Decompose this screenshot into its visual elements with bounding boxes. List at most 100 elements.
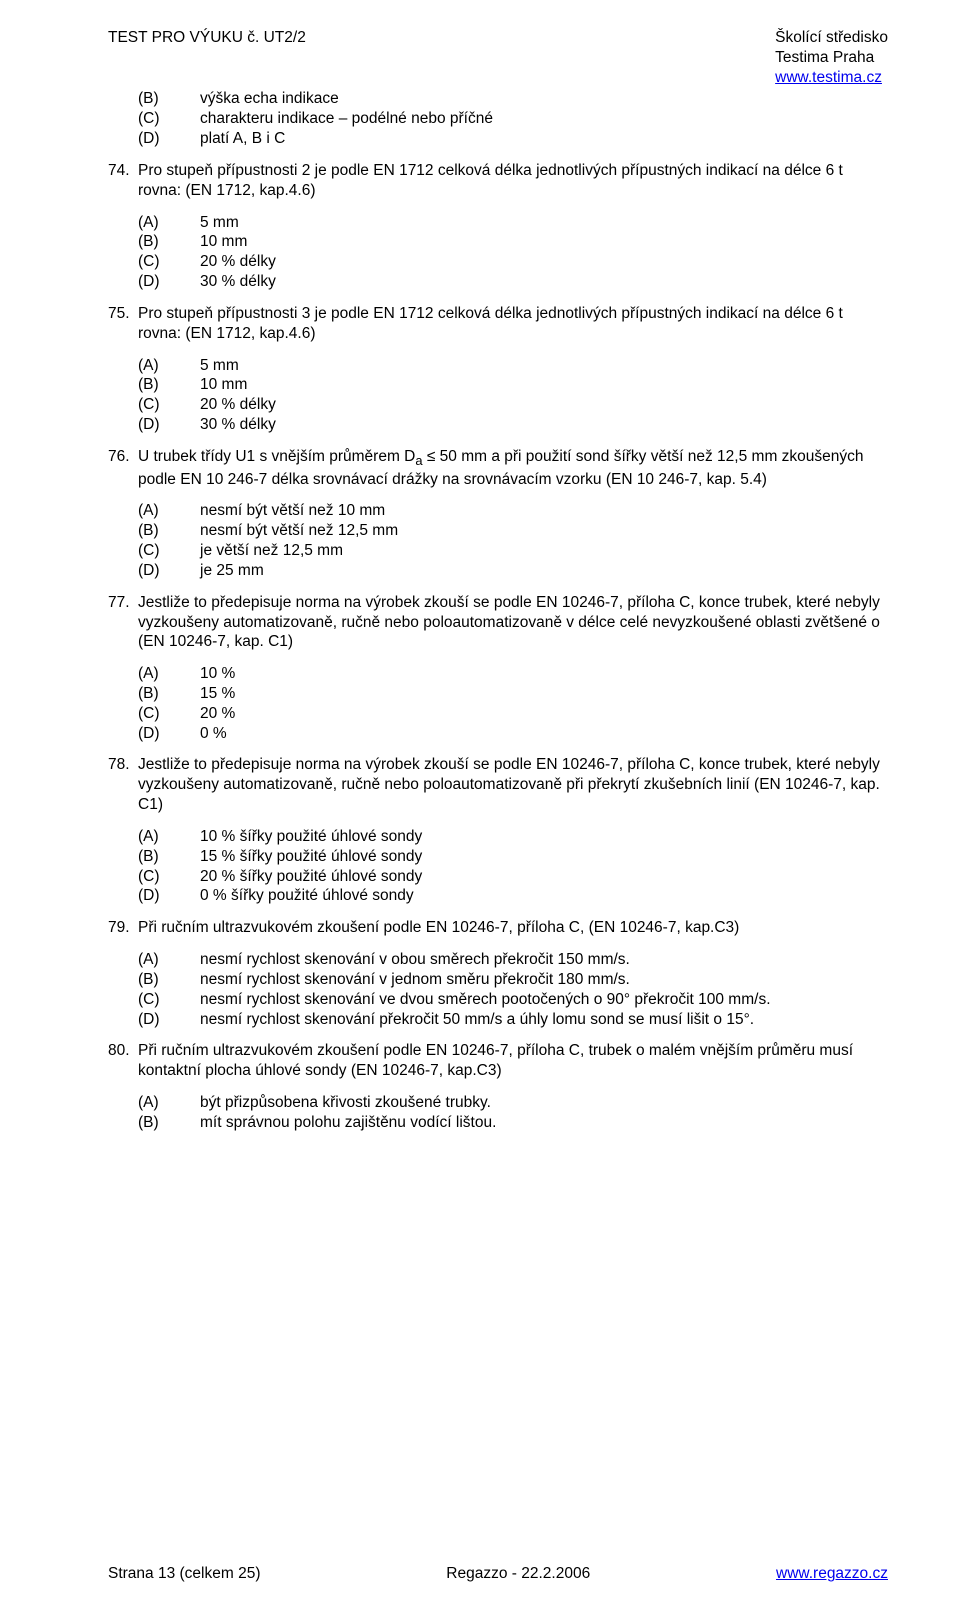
question-text: U trubek třídy U1 s vnějším průměrem Da … bbox=[138, 447, 888, 489]
option-d: (D)0 % šířky použité úhlové sondy bbox=[138, 886, 888, 906]
option-label: (A) bbox=[138, 664, 200, 684]
option-b: (B)10 mm bbox=[138, 232, 888, 252]
header-org-1: Školící středisko bbox=[775, 28, 888, 48]
option-label: (D) bbox=[138, 886, 200, 906]
option-d: (D)30 % délky bbox=[138, 272, 888, 292]
question-number: 80. bbox=[108, 1041, 138, 1081]
option-label: (B) bbox=[138, 1113, 200, 1133]
option-c: (C) charakteru indikace – podélné nebo p… bbox=[138, 109, 888, 129]
option-a: (A)5 mm bbox=[138, 213, 888, 233]
option-text: 20 % šířky použité úhlové sondy bbox=[200, 867, 888, 887]
question-number: 75. bbox=[108, 304, 138, 344]
option-label: (C) bbox=[138, 541, 200, 561]
option-label: (B) bbox=[138, 847, 200, 867]
option-label: (A) bbox=[138, 1093, 200, 1113]
option-label: (D) bbox=[138, 129, 200, 149]
option-c: (C)je větší než 12,5 mm bbox=[138, 541, 888, 561]
option-text: je větší než 12,5 mm bbox=[200, 541, 888, 561]
option-b: (B)nesmí rychlost skenování v jednom smě… bbox=[138, 970, 888, 990]
question-number: 74. bbox=[108, 161, 138, 201]
option-text: platí A, B i C bbox=[200, 129, 888, 149]
header-url[interactable]: www.testima.cz bbox=[775, 68, 888, 88]
question-number: 76. bbox=[108, 447, 138, 489]
question-77: 77. Jestliže to předepisuje norma na výr… bbox=[108, 593, 888, 652]
question-78: 78. Jestliže to předepisuje norma na výr… bbox=[108, 755, 888, 814]
option-label: (D) bbox=[138, 561, 200, 581]
option-a: (A)nesmí být větší než 10 mm bbox=[138, 501, 888, 521]
option-text: 10 mm bbox=[200, 232, 888, 252]
option-label: (C) bbox=[138, 395, 200, 415]
option-a: (A)10 % šířky použité úhlové sondy bbox=[138, 827, 888, 847]
option-c: (C)20 % délky bbox=[138, 252, 888, 272]
option-text: nesmí být větší než 12,5 mm bbox=[200, 521, 888, 541]
option-label: (A) bbox=[138, 213, 200, 233]
option-text: výška echa indikace bbox=[200, 89, 888, 109]
option-label: (A) bbox=[138, 827, 200, 847]
option-d: (D)nesmí rychlost skenování překročit 50… bbox=[138, 1010, 888, 1030]
option-text: 15 % šířky použité úhlové sondy bbox=[200, 847, 888, 867]
question-text: Při ručním ultrazvukovém zkoušení podle … bbox=[138, 918, 888, 938]
option-d: (D)je 25 mm bbox=[138, 561, 888, 581]
option-text: nesmí rychlost skenování ve dvou směrech… bbox=[200, 990, 888, 1010]
option-b: (B)mít správnou polohu zajištěnu vodící … bbox=[138, 1113, 888, 1133]
option-label: (C) bbox=[138, 867, 200, 887]
option-text: nesmí rychlost skenování v obou směrech … bbox=[200, 950, 888, 970]
pre-question-options: (B) výška echa indikace (C) charakteru i… bbox=[108, 89, 888, 148]
option-b: (B)10 mm bbox=[138, 375, 888, 395]
question-text: Jestliže to předepisuje norma na výrobek… bbox=[138, 593, 888, 652]
question-75: 75. Pro stupeň přípustnosti 3 je podle E… bbox=[108, 304, 888, 344]
option-text: 20 % délky bbox=[200, 252, 888, 272]
option-label: (D) bbox=[138, 1010, 200, 1030]
option-text: 10 mm bbox=[200, 375, 888, 395]
question-80: 80. Při ručním ultrazvukovém zkoušení po… bbox=[108, 1041, 888, 1081]
page-header: TEST PRO VÝUKU č. UT2/2 Školící středisk… bbox=[108, 28, 888, 87]
option-label: (B) bbox=[138, 232, 200, 252]
option-text: je 25 mm bbox=[200, 561, 888, 581]
question-text: Pro stupeň přípustnosti 3 je podle EN 17… bbox=[138, 304, 888, 344]
q76-sub: a bbox=[415, 453, 422, 468]
option-text: mít správnou polohu zajištěnu vodící liš… bbox=[200, 1113, 888, 1133]
option-b: (B)nesmí být větší než 12,5 mm bbox=[138, 521, 888, 541]
option-c: (C)nesmí rychlost skenování ve dvou směr… bbox=[138, 990, 888, 1010]
option-text: 0 % šířky použité úhlové sondy bbox=[200, 886, 888, 906]
option-text: nesmí být větší než 10 mm bbox=[200, 501, 888, 521]
question-text: Jestliže to předepisuje norma na výrobek… bbox=[138, 755, 888, 814]
question-text: Při ručním ultrazvukovém zkoušení podle … bbox=[138, 1041, 888, 1081]
option-text: 5 mm bbox=[200, 213, 888, 233]
option-text: nesmí rychlost skenování překročit 50 mm… bbox=[200, 1010, 888, 1030]
footer-url[interactable]: www.regazzo.cz bbox=[776, 1564, 888, 1584]
question-80-options: (A)být přizpůsobena křivosti zkoušené tr… bbox=[108, 1093, 888, 1133]
option-label: (C) bbox=[138, 704, 200, 724]
document-page: TEST PRO VÝUKU č. UT2/2 Školící středisk… bbox=[0, 0, 960, 1608]
option-text: 15 % bbox=[200, 684, 888, 704]
option-b: (B)15 % bbox=[138, 684, 888, 704]
option-label: (D) bbox=[138, 272, 200, 292]
question-79-options: (A)nesmí rychlost skenování v obou směre… bbox=[108, 950, 888, 1029]
footer-center: Regazzo - 22.2.2006 bbox=[446, 1564, 590, 1584]
option-text: charakteru indikace – podélné nebo příčn… bbox=[200, 109, 888, 129]
option-a: (A)být přizpůsobena křivosti zkoušené tr… bbox=[138, 1093, 888, 1113]
question-74-options: (A)5 mm (B)10 mm (C)20 % délky (D)30 % d… bbox=[108, 213, 888, 292]
option-text: 5 mm bbox=[200, 356, 888, 376]
option-text: 10 % šířky použité úhlové sondy bbox=[200, 827, 888, 847]
option-a: (A)nesmí rychlost skenování v obou směre… bbox=[138, 950, 888, 970]
question-77-options: (A)10 % (B)15 % (C)20 % (D)0 % bbox=[108, 664, 888, 743]
option-c: (C)20 % bbox=[138, 704, 888, 724]
option-text: nesmí rychlost skenování v jednom směru … bbox=[200, 970, 888, 990]
header-right: Školící středisko Testima Praha www.test… bbox=[775, 28, 888, 87]
option-text: 20 % bbox=[200, 704, 888, 724]
question-number: 78. bbox=[108, 755, 138, 814]
option-label: (B) bbox=[138, 684, 200, 704]
question-number: 77. bbox=[108, 593, 138, 652]
option-label: (A) bbox=[138, 356, 200, 376]
option-text: být přizpůsobena křivosti zkoušené trubk… bbox=[200, 1093, 888, 1113]
question-78-options: (A)10 % šířky použité úhlové sondy (B)15… bbox=[108, 827, 888, 906]
question-75-options: (A)5 mm (B)10 mm (C)20 % délky (D)30 % d… bbox=[108, 356, 888, 435]
option-label: (B) bbox=[138, 375, 200, 395]
option-a: (A)10 % bbox=[138, 664, 888, 684]
option-d: (D) platí A, B i C bbox=[138, 129, 888, 149]
header-org-2: Testima Praha bbox=[775, 48, 888, 68]
footer-page: Strana 13 (celkem 25) bbox=[108, 1564, 261, 1584]
option-d: (D)30 % délky bbox=[138, 415, 888, 435]
question-number: 79. bbox=[108, 918, 138, 938]
